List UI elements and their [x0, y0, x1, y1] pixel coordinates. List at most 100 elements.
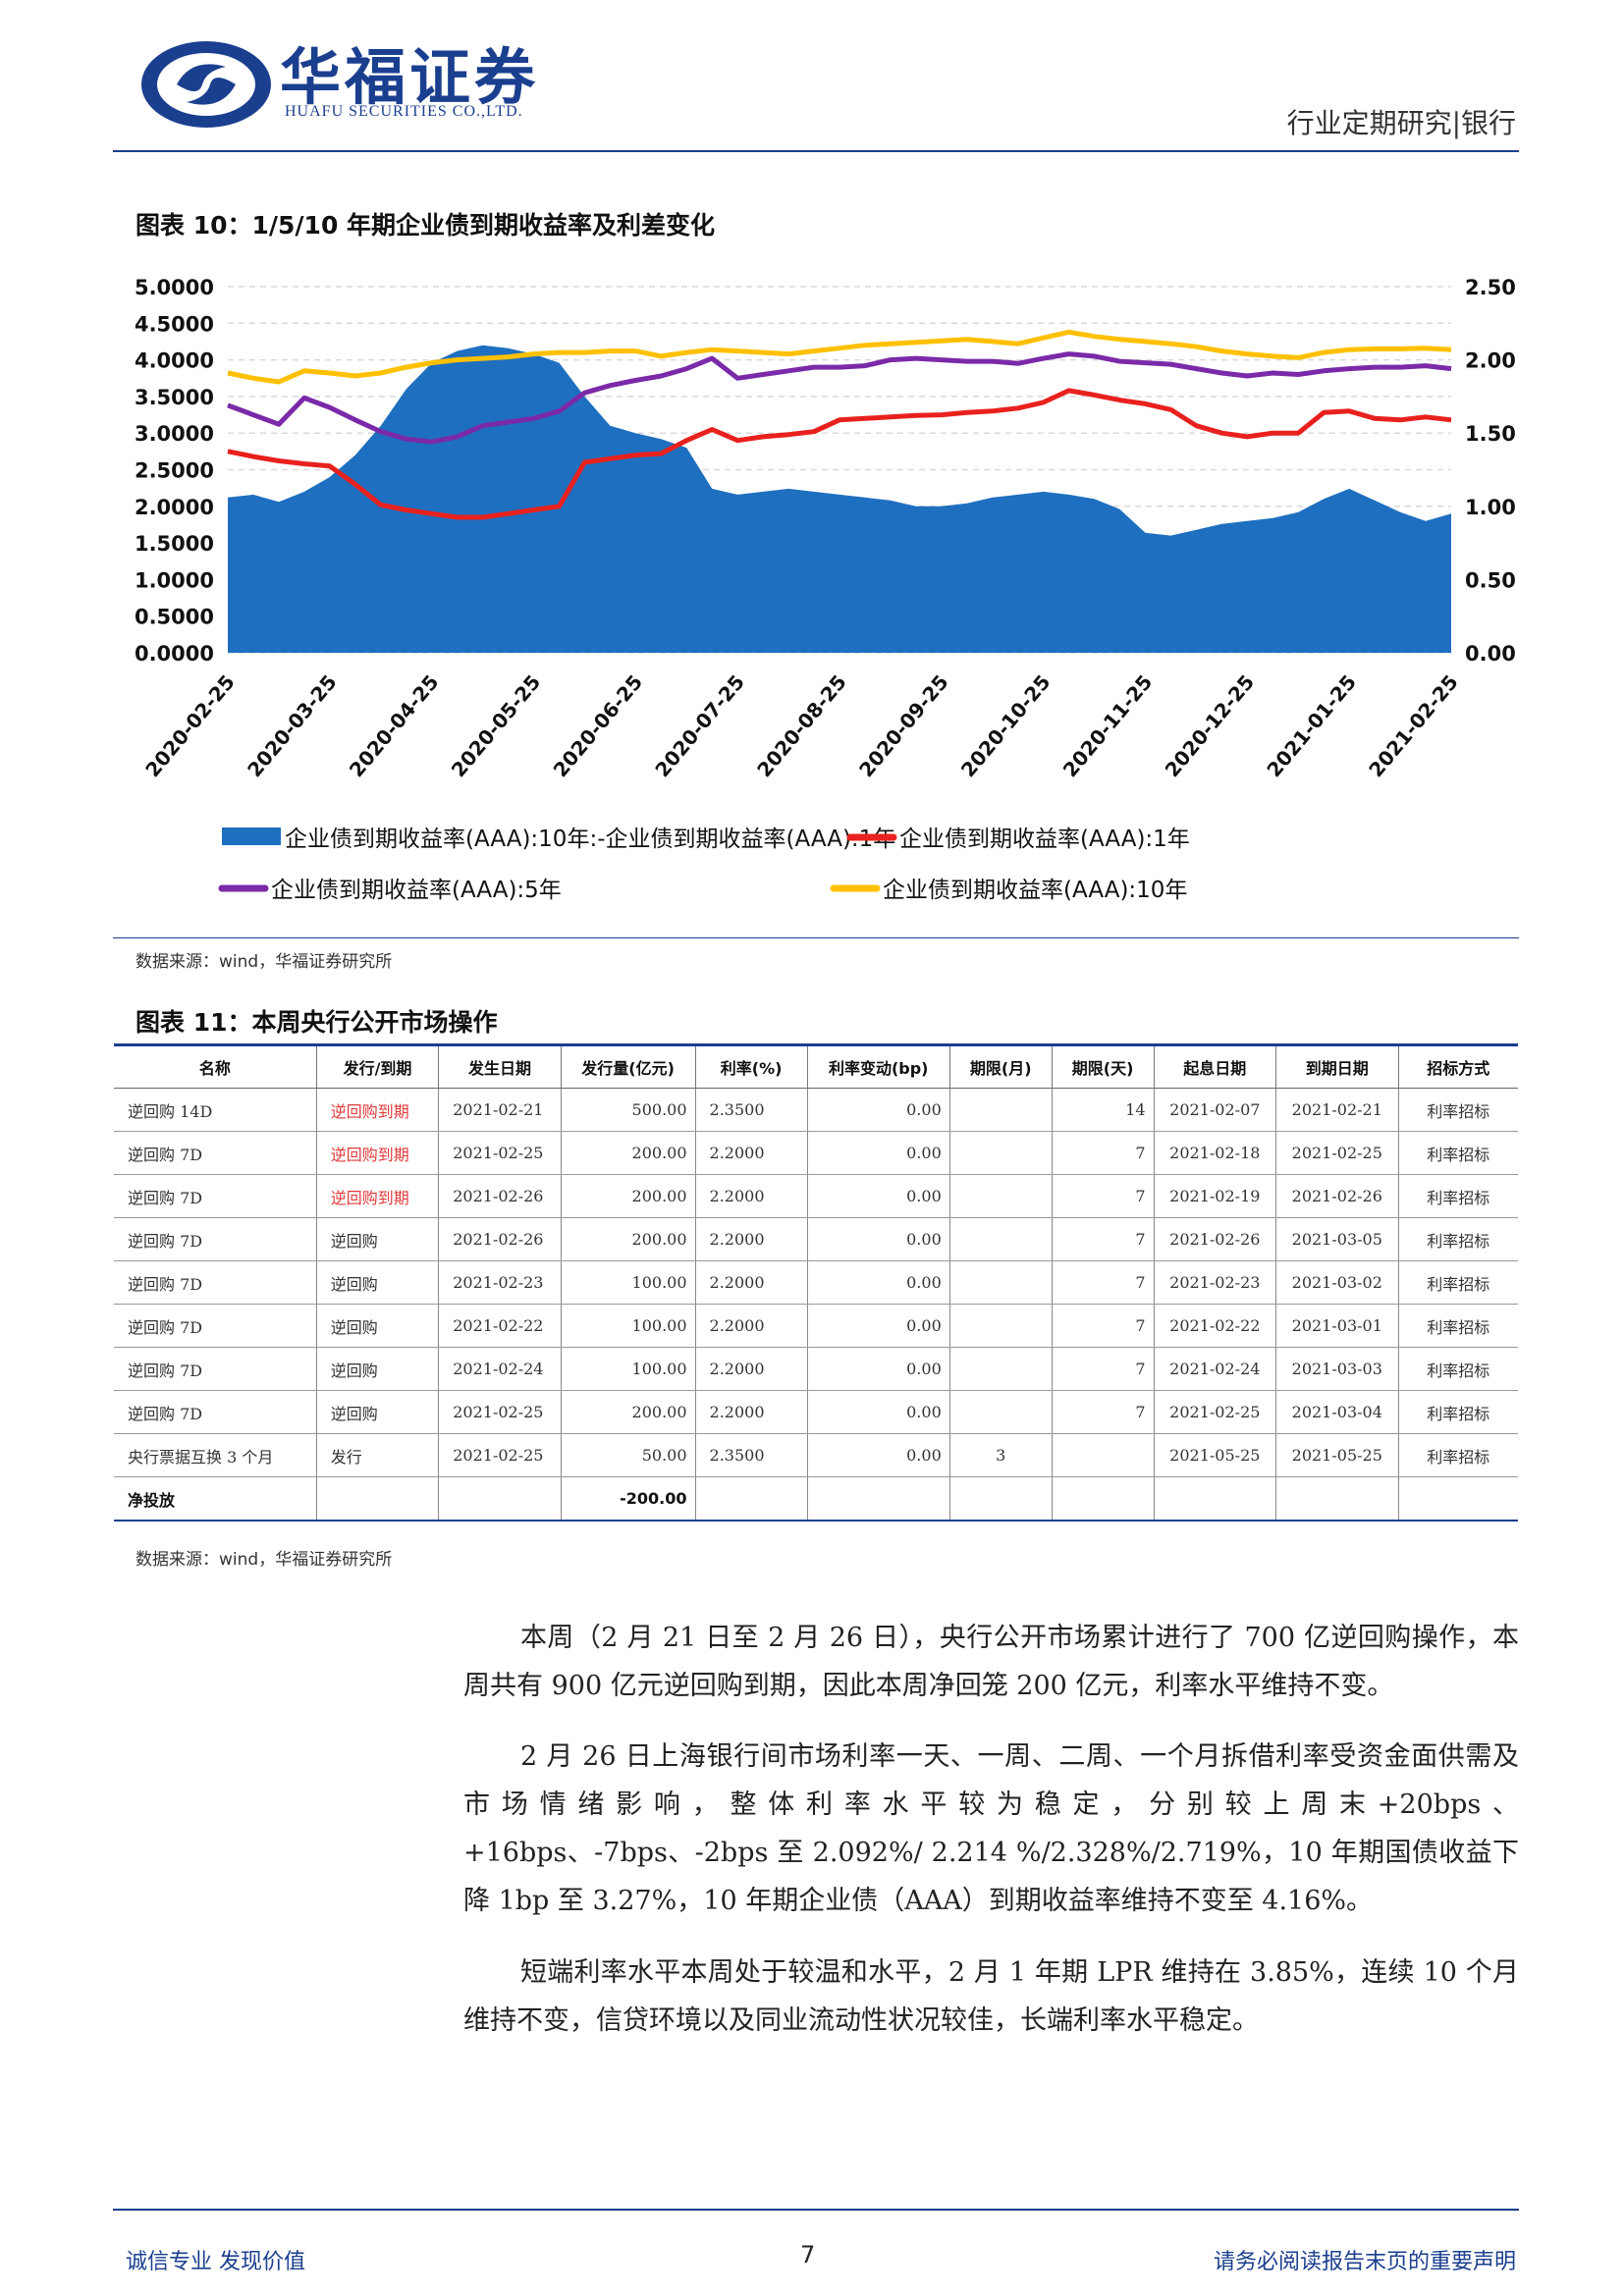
y-left-tick-label: 2.5000 — [135, 459, 214, 483]
table-cell-start: 2021-02-19 — [1153, 1174, 1276, 1218]
table-cell-rate: 2.3500 — [694, 1433, 808, 1477]
table-cell-method: 利率招标 — [1397, 1304, 1518, 1348]
column-header: 招标方式 — [1397, 1043, 1518, 1089]
page-number: 7 — [800, 2241, 816, 2269]
table-cell-method: 利率招标 — [1397, 1433, 1518, 1477]
table-cell-amount: 50.00 — [560, 1433, 696, 1477]
table-cell-rate: 2.2000 — [694, 1304, 808, 1348]
series-line — [227, 388, 1452, 520]
table-cell-change: 0.00 — [806, 1131, 950, 1175]
paragraph-3: 短端利率水平本周处于较温和水平，2 月 1 年期 LPR 维持在 3.85%，连… — [463, 1957, 1519, 2036]
table-cell-method: 利率招标 — [1397, 1088, 1518, 1132]
column-header: 利率(%) — [694, 1043, 808, 1089]
table-cell-days: 7 — [1051, 1390, 1155, 1434]
table-cell-amount: 200.00 — [560, 1390, 696, 1434]
table-cell-name: 逆回购 7D — [114, 1347, 317, 1391]
column-header: 起息日期 — [1153, 1043, 1276, 1089]
table-cell-days: 7 — [1051, 1174, 1155, 1218]
table-cell-rate: 2.2000 — [694, 1217, 808, 1261]
table-cell-months — [948, 1347, 1053, 1391]
table-cell-type: 逆回购到期 — [315, 1174, 439, 1218]
table-cell-days: 14 — [1051, 1088, 1155, 1132]
table-cell-name: 逆回购 7D — [114, 1260, 317, 1305]
table-cell-start: 2021-02-18 — [1153, 1131, 1276, 1175]
table-cell-days — [1051, 1433, 1155, 1477]
table-cell-amount: 500.00 — [560, 1088, 696, 1132]
table-cell-name: 逆回购 7D — [114, 1217, 317, 1261]
table-cell-start: 2021-02-26 — [1153, 1217, 1276, 1261]
table-cell-start: 2021-05-25 — [1153, 1433, 1276, 1477]
table-row: 逆回购 7D 逆回购 2021-02-25 200.00 2.2000 0.00 7 2021… — [114, 1390, 1518, 1434]
table-cell-change: 0.00 — [806, 1433, 950, 1477]
y-right-tick-label: 1.50 — [1465, 422, 1516, 446]
figure11-title: 图表 11：本周央行公开市场操作 — [135, 1008, 498, 1037]
table-cell-rate: 2.3500 — [694, 1088, 808, 1132]
table-row: 逆回购 7D 逆回购 2021-02-22 100.00 2.2000 0.00 7 2021… — [114, 1304, 1518, 1348]
table-cell-days: 7 — [1051, 1347, 1155, 1391]
table-cell-empty — [694, 1476, 808, 1522]
table-cell-end: 2021-05-25 — [1275, 1433, 1398, 1477]
legend-label: 企业债到期收益率(AAA):10年 — [883, 878, 1187, 903]
table-cell-date: 2021-02-26 — [438, 1217, 562, 1261]
table-cell-months — [948, 1088, 1053, 1132]
table-cell-type: 逆回购到期 — [315, 1131, 439, 1175]
table-cell-change: 0.00 — [806, 1304, 950, 1348]
table-cell-name: 逆回购 7D — [114, 1390, 317, 1434]
total-label: 净投放 — [114, 1476, 317, 1522]
table-cell-method: 利率招标 — [1397, 1217, 1518, 1261]
series-area-spread — [228, 345, 1451, 653]
table-cell-end: 2021-02-25 — [1275, 1131, 1398, 1175]
table-cell-change: 0.00 — [806, 1088, 950, 1132]
table-cell-date: 2021-02-23 — [438, 1260, 562, 1305]
table-header-row: 名称 发行/到期 发生日期 发行量(亿元) 利率(%) 利率变动(bp) 期限(月) 期限(天… — [114, 1043, 1518, 1089]
table-cell-rate: 2.2000 — [694, 1131, 808, 1175]
header-divider — [113, 150, 1519, 152]
company-name-en: HUAFU SECURITIES CO.,LTD. — [285, 103, 523, 120]
column-header: 利率变动(bp) — [806, 1043, 950, 1089]
column-header: 发生日期 — [438, 1043, 562, 1089]
table-cell-name: 逆回购 14D — [114, 1088, 317, 1132]
paragraph-1: 本周（2 月 21 日至 2 月 26 日），央行公开市场累计进行了 700 亿… — [463, 1623, 1519, 1701]
y-left-tick-label: 1.5000 — [135, 532, 214, 556]
table-cell-method: 利率招标 — [1397, 1174, 1518, 1218]
company-name-cn: 华福证券 — [280, 41, 540, 113]
column-header: 期限(月) — [948, 1043, 1053, 1089]
figure10-divider — [113, 937, 1519, 938]
table-cell-date: 2021-02-25 — [438, 1131, 562, 1175]
y-left-tick-label: 0.5000 — [135, 606, 214, 629]
legend-swatch — [222, 828, 281, 845]
table-cell-days: 7 — [1051, 1217, 1155, 1261]
table-cell-change: 0.00 — [806, 1260, 950, 1305]
table-cell-date: 2021-02-24 — [438, 1347, 562, 1391]
table-row: 逆回购 7D 逆回购到期 2021-02-26 200.00 2.2000 0.00 7 20… — [114, 1174, 1518, 1218]
table-cell-months — [948, 1174, 1053, 1218]
y-axis-right: 2.50 2.00 1.50 1.00 0.50 0.00 — [1465, 276, 1516, 666]
footer-slogan: 诚信专业 发现价值 — [126, 2250, 305, 2274]
series-line — [227, 329, 1452, 385]
table-row: 逆回购 7D 逆回购到期 2021-02-25 200.00 2.2000 0.00 7 20… — [114, 1131, 1518, 1175]
table-cell-amount: 200.00 — [560, 1131, 696, 1175]
table-cell-end: 2021-03-04 — [1275, 1390, 1398, 1434]
table-cell-days: 7 — [1051, 1304, 1155, 1348]
table-cell-amount: 200.00 — [560, 1174, 696, 1218]
y-left-tick-label: 3.0000 — [135, 422, 214, 446]
y-right-tick-label: 1.00 — [1465, 496, 1516, 519]
table-cell-amount: 100.00 — [560, 1347, 696, 1391]
paragraph-2: 2 月 26 日上海银行间市场利率一天、一周、二周、一个月拆借利率受资金面供需及… — [463, 1741, 1519, 1916]
table-row: 逆回购 7D 逆回购 2021-02-26 200.00 2.2000 0.00 7 2021… — [114, 1217, 1518, 1261]
yield-chart: 5.0000 4.5000 4.0000 3.5000 3.0000 2.5000 2.00… — [114, 245, 1518, 933]
table-cell-end: 2021-03-05 — [1275, 1217, 1398, 1261]
table-cell-type: 逆回购 — [315, 1260, 439, 1305]
table-cell-change: 0.00 — [806, 1347, 950, 1391]
table-cell-start: 2021-02-23 — [1153, 1260, 1276, 1305]
table-cell-months — [948, 1131, 1053, 1175]
table-cell-rate: 2.2000 — [694, 1390, 808, 1434]
table-cell-type: 逆回购 — [315, 1347, 439, 1391]
table-cell-date: 2021-02-21 — [438, 1088, 562, 1132]
table-cell-end: 2021-03-02 — [1275, 1260, 1398, 1305]
table-row: 逆回购 14D 逆回购到期 2021-02-21 500.00 2.3500 0.00 14… — [114, 1088, 1518, 1132]
figure10-source: 数据来源：wind，华福证券研究所 — [135, 952, 393, 972]
y-axis-left: 5.0000 4.5000 4.0000 3.5000 3.0000 2.5000 2.00… — [135, 276, 214, 666]
chart-legend: 企业债到期收益率(AAA):10年:-企业债到期收益率(AAA):1年 企业债到期… — [218, 827, 1190, 903]
y-left-tick-label: 4.5000 — [135, 312, 214, 336]
